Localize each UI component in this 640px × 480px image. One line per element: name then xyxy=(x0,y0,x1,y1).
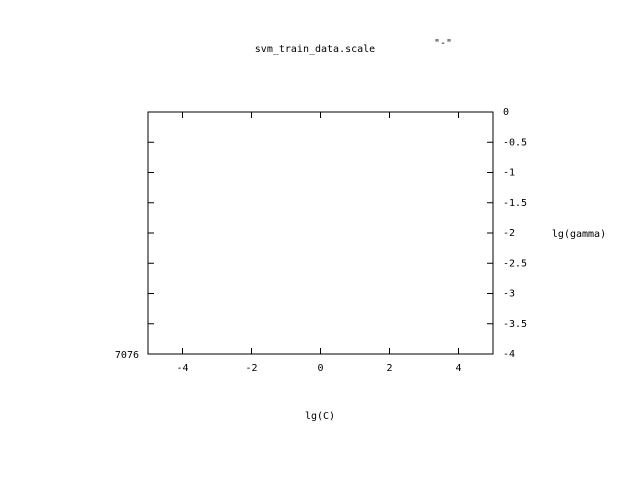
chart-title: svm_train_data.scale xyxy=(255,44,375,55)
y-tick-label: -4 xyxy=(503,349,515,360)
x-tick-label: 0 xyxy=(317,363,323,374)
y-tick-label: -1 xyxy=(503,168,515,179)
y-tick-label: 0 xyxy=(503,107,509,118)
y-tick-label: -2 xyxy=(503,228,515,239)
x-axis-label: lg(C) xyxy=(305,411,335,422)
contour-label: 7076 xyxy=(115,350,139,361)
y-axis-label: lg(gamma) xyxy=(552,229,606,240)
x-tick-label: -2 xyxy=(245,363,257,374)
x-tick-label: -4 xyxy=(176,363,188,374)
y-tick-label: -3 xyxy=(503,289,515,300)
y-tick-label: -0.5 xyxy=(503,137,527,148)
y-tick-label: -2.5 xyxy=(503,258,527,269)
legend-entry: "-" xyxy=(434,38,452,49)
x-tick-label: 2 xyxy=(386,363,392,374)
y-tick-label: -1.5 xyxy=(503,198,527,209)
y-tick-label: -3.5 xyxy=(503,319,527,330)
x-tick-label: 4 xyxy=(455,363,461,374)
